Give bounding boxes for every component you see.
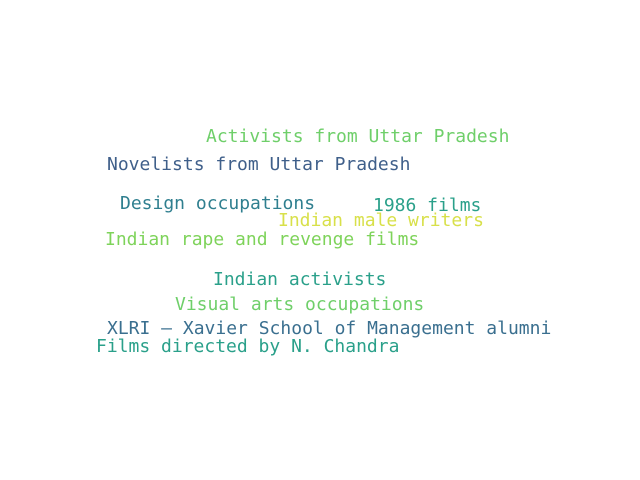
word-1986-films: 1986 films [373,195,482,216]
word-visual-arts-occupations: Visual arts occupations [175,294,425,315]
word-films-directed-by-n-chandra: Films directed by N. Chandra [96,336,400,357]
word-novelists-from-uttar-pradesh: Novelists from Uttar Pradesh [107,154,411,175]
word-xlri-alumni: XLRI – Xavier School of Management alumn… [107,318,552,339]
word-activists-from-uttar-pradesh: Activists from Uttar Pradesh [206,126,510,147]
word-indian-male-writers: Indian male writers [278,210,484,231]
word-indian-activists: Indian activists [213,269,387,290]
word-design-occupations: Design occupations [120,193,316,214]
word-indian-rape-and-revenge-films: Indian rape and revenge films [105,229,420,250]
